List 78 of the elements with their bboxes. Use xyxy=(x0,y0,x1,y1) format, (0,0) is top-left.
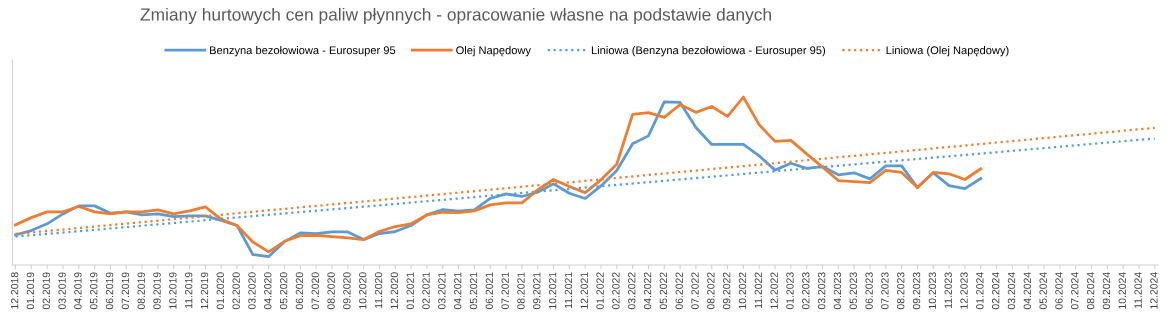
legend-label: Liniowa (Benzyna bezołowiowa - Eurosuper 95) xyxy=(591,46,826,57)
x-tick-label: 08.2020 xyxy=(327,272,335,310)
x-tick-label: 07.2023 xyxy=(881,272,889,310)
x-tick-label: 12.2020 xyxy=(390,272,399,309)
x-tick-label: 01.2021 xyxy=(406,272,414,310)
x-tick-label: 07.2022 xyxy=(691,272,699,310)
x-tick-label: 02.2020 xyxy=(232,272,240,310)
x-tick-label: 03.2022 xyxy=(628,272,636,310)
x-tick-label: 05.2024 xyxy=(1039,272,1047,310)
x-tick-label: 03.2021 xyxy=(438,272,446,310)
x-tick-label: 10.2021 xyxy=(548,272,557,309)
x-tick-label: 04.2023 xyxy=(833,272,842,310)
x-tick-label: 07.2024 xyxy=(1071,272,1079,310)
x-tick-label: 06.2023 xyxy=(865,272,873,310)
x-tick-label: 10.2020 xyxy=(359,272,367,309)
x-tick-label: 01.2019 xyxy=(26,272,35,310)
x-tick-label: 04.2022 xyxy=(643,272,652,310)
x-tick-label: 03.2020 xyxy=(248,272,256,310)
x-tick-label: 11.2020 xyxy=(374,272,383,308)
x-tick-label: 04.2020 xyxy=(264,272,272,310)
x-tick-label: 12.2021 xyxy=(580,272,588,309)
x-tick-label: 08.2019 xyxy=(137,272,145,310)
x-tick-label: 06.2024 xyxy=(1055,272,1063,310)
x-tick-label: 01.2020 xyxy=(216,272,224,310)
legend-label: Benzyna bezołowiowa - Eurosuper 95 xyxy=(210,46,396,57)
x-tick-label: 11.2023 xyxy=(944,272,952,308)
legend-label: Olej Napędowy xyxy=(456,46,531,57)
x-tick-label: 05.2021 xyxy=(469,272,478,310)
x-tick-label: 05.2022 xyxy=(659,272,668,310)
x-tick-label: 02.2023 xyxy=(802,272,810,310)
x-tick-label: 04.2019 xyxy=(74,272,82,310)
x-tick-label: 04.2024 xyxy=(1023,272,1032,310)
x-tick-label: 08.2022 xyxy=(707,272,715,310)
x-tick-label: 06.2021 xyxy=(485,272,493,310)
x-tick-label: 08.2023 xyxy=(897,272,905,310)
x-tick-label: 06.2022 xyxy=(675,272,683,310)
x-tick-label: 01.2024 xyxy=(976,272,984,310)
x-tick-label: 10.2022 xyxy=(738,272,747,309)
x-tick-label: 03.2024 xyxy=(1007,272,1016,310)
x-tick-label: 11.2024 xyxy=(1134,272,1142,308)
x-tick-label: 09.2019 xyxy=(153,272,161,310)
x-tick-label: 02.2021 xyxy=(422,272,430,310)
x-tick-label: 09.2022 xyxy=(722,272,731,310)
x-tick-label: 11.2019 xyxy=(184,272,193,308)
x-tick-label: 11.2022 xyxy=(754,272,763,308)
x-tick-label: 05.2019 xyxy=(90,272,98,310)
x-tick-label: 05.2023 xyxy=(849,272,857,310)
legend-label: Liniowa (Olej Napędowy) xyxy=(886,46,1009,57)
x-tick-label: 06.2019 xyxy=(105,272,114,310)
x-tick-label: 12.2024 xyxy=(1150,272,1158,309)
x-tick-label: 04.2021 xyxy=(453,272,462,310)
x-tick-label: 07.2021 xyxy=(501,272,509,310)
chart-title: Zmiany hurtowych cen paliw płynnych - opracowanie własne na podstawie danych xyxy=(140,7,771,25)
x-tick-label: 09.2023 xyxy=(912,272,921,310)
x-tick-label: 09.2020 xyxy=(343,272,351,310)
x-tick-label: 01.2022 xyxy=(596,272,604,310)
x-tick-label: 06.2020 xyxy=(295,272,304,310)
x-tick-label: 02.2019 xyxy=(42,272,50,310)
x-tick-label: 12.2019 xyxy=(200,272,209,309)
x-tick-label: 07.2020 xyxy=(311,272,319,310)
x-tick-label: 08.2024 xyxy=(1086,272,1095,310)
x-tick-label: 08.2021 xyxy=(517,272,525,310)
x-tick-label: 12.2018 xyxy=(10,272,19,309)
x-tick-label: 03.2019 xyxy=(58,272,66,310)
x-tick-label: 07.2019 xyxy=(121,272,130,310)
x-tick-label: 05.2020 xyxy=(279,272,288,310)
x-tick-label: 02.2022 xyxy=(612,272,620,310)
x-tick-label: 12.2022 xyxy=(770,272,778,309)
x-tick-label: 01.2023 xyxy=(786,272,794,310)
x-tick-label: 11.2021 xyxy=(564,272,573,308)
x-tick-label: 10.2019 xyxy=(169,272,177,309)
x-tick-label: 02.2024 xyxy=(991,272,1000,310)
x-tick-label: 09.2024 xyxy=(1102,272,1111,310)
x-tick-label: 10.2023 xyxy=(928,272,937,309)
x-tick-label: 03.2023 xyxy=(817,272,826,310)
x-tick-label: 10.2024 xyxy=(1118,272,1126,309)
x-tick-label: 12.2023 xyxy=(960,272,968,309)
x-tick-label: 09.2021 xyxy=(533,272,541,310)
